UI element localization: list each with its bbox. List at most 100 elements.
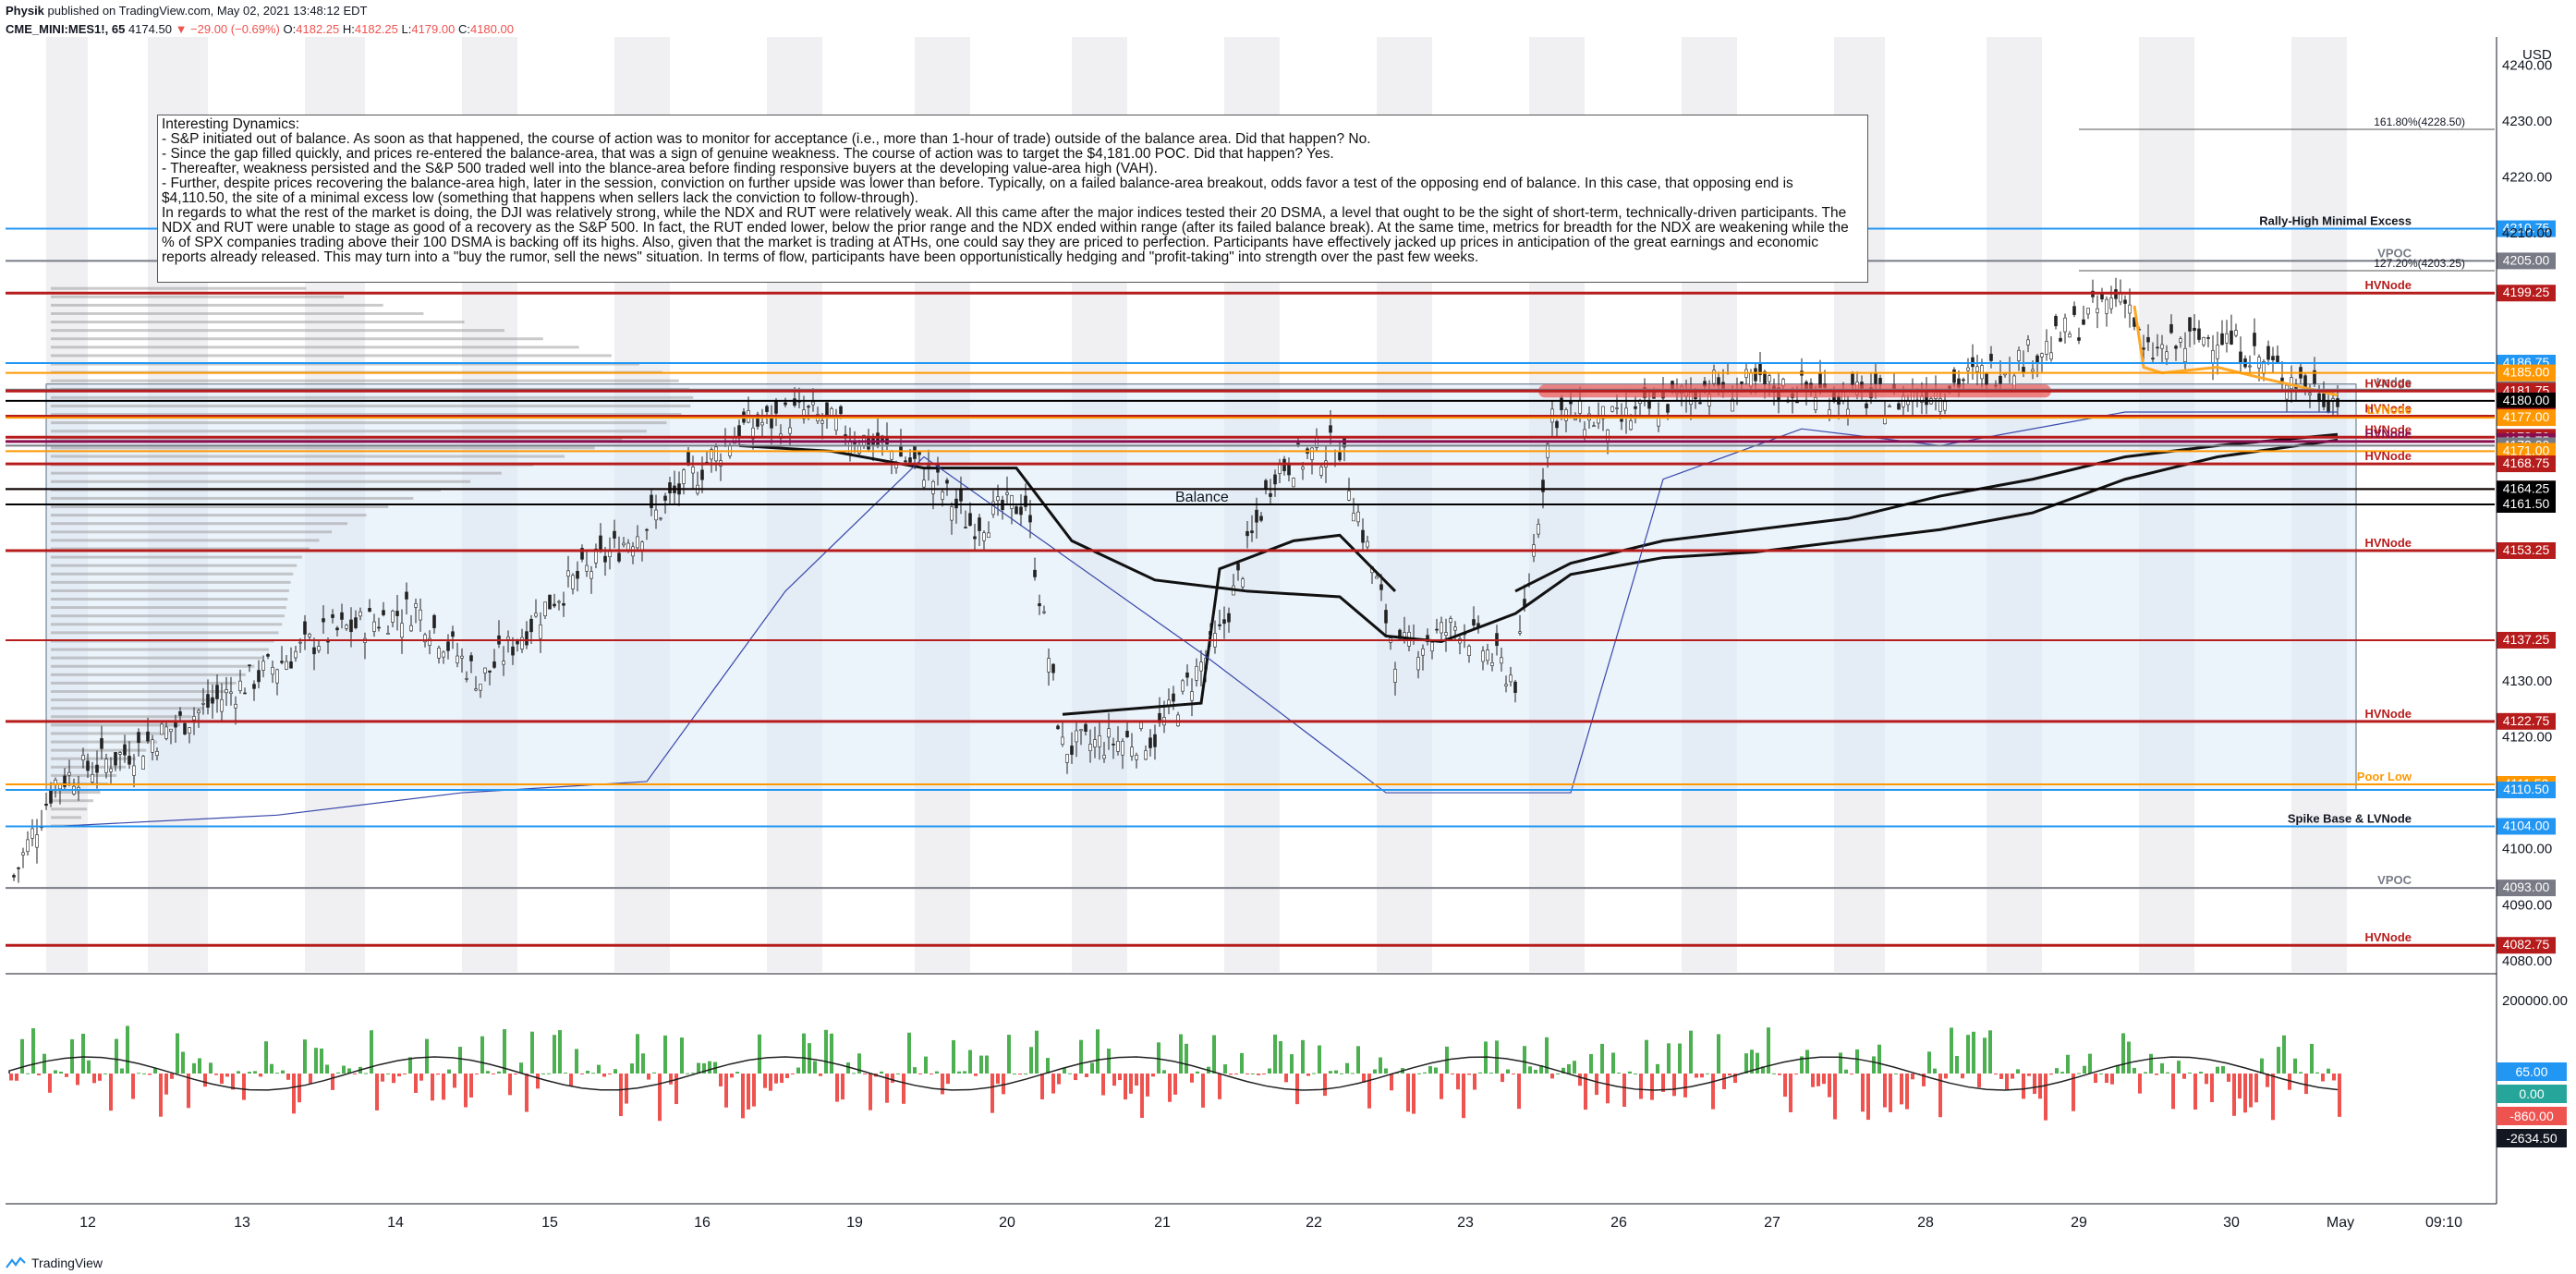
delta-bar — [1118, 1074, 1122, 1081]
candle-body — [1897, 403, 1901, 410]
delta-bar — [1007, 1035, 1011, 1074]
delta-bar — [397, 1074, 401, 1077]
volume-profile-bar — [51, 572, 294, 576]
tradingview-logo-icon[interactable] — [6, 1256, 26, 1269]
candle-body — [1490, 662, 1494, 666]
delta-bar — [1822, 1074, 1826, 1085]
candle-body — [2086, 308, 2090, 315]
delta-bar — [2254, 1074, 2258, 1103]
delta-bar — [1639, 1074, 1643, 1099]
delta-bar — [963, 1071, 966, 1074]
candle-body — [322, 618, 325, 623]
delta-bar — [1057, 1074, 1061, 1085]
candle-body — [146, 731, 150, 742]
delta-bar — [974, 1074, 978, 1076]
vwap-line — [738, 438, 2339, 643]
delta-bar — [758, 1034, 761, 1074]
delta-bar — [336, 1072, 340, 1074]
price-badge-label: 4137.25 — [2503, 632, 2550, 647]
delta-bar — [1595, 1074, 1598, 1096]
candle-body — [2336, 398, 2339, 407]
price-badge-label: 4210.75 — [2503, 221, 2550, 236]
delta-bar — [1778, 1074, 1781, 1075]
candle-body — [2031, 369, 2035, 372]
symbol-label[interactable]: CME_MINI:MES1!, 65 — [6, 22, 126, 36]
candle-body — [238, 680, 242, 691]
author-name[interactable]: Physik — [6, 4, 44, 18]
delta-bar — [1196, 1071, 1199, 1074]
candle-body — [1999, 375, 2002, 384]
delta-bar — [381, 1074, 384, 1082]
delta-bar — [1700, 1074, 1704, 1078]
candle-body — [1731, 398, 1734, 412]
y-tick-label: 4240.00 — [2502, 57, 2552, 73]
delta-bar — [1379, 1057, 1382, 1074]
candle-body — [520, 637, 524, 649]
candle-body — [811, 401, 815, 406]
candle-body — [1592, 425, 1596, 428]
delta-bar — [1717, 1034, 1720, 1074]
low-label: L: — [401, 22, 412, 36]
candle-body — [2054, 316, 2058, 327]
price-badge-label: 4205.00 — [2503, 252, 2550, 267]
annotation-box[interactable]: Interesting Dynamics: - S&P initiated out… — [157, 115, 1868, 283]
delta-bar — [1168, 1074, 1172, 1102]
candle-body — [35, 834, 39, 848]
delta-bar — [1828, 1074, 1831, 1098]
brand-label[interactable]: TradingView — [31, 1256, 103, 1270]
y-tick-label: 4100.00 — [2502, 842, 2552, 857]
candle-body — [760, 422, 764, 426]
candle-body — [1287, 464, 1291, 476]
volume-profile-bar — [51, 421, 667, 425]
delta-bar — [153, 1068, 157, 1074]
delta-bar — [2171, 1074, 2175, 1110]
delta-bar — [1999, 1074, 2003, 1079]
delta-bar — [1384, 1068, 1388, 1074]
delta-bar — [1855, 1049, 1859, 1074]
candle-body — [1356, 511, 1360, 523]
candle-body — [1975, 366, 1979, 372]
candle-body — [109, 768, 113, 772]
delta-bar — [1085, 1074, 1088, 1078]
level-note: HVNode — [2364, 427, 2412, 441]
candle-body — [2082, 319, 2085, 325]
delta-bar — [1861, 1074, 1865, 1112]
delta-bar — [979, 1055, 983, 1074]
delta-bar — [1866, 1074, 1870, 1121]
candle-body — [1153, 734, 1157, 747]
delta-bar — [1683, 1074, 1687, 1098]
delta-bar — [1090, 1062, 1094, 1074]
candle-body — [2169, 323, 2173, 334]
delta-bar — [1767, 1027, 1770, 1074]
delta-bar — [785, 1074, 789, 1078]
candle-body — [91, 774, 94, 783]
candle-body — [1148, 737, 1152, 748]
level-note: HVNode — [2364, 422, 2412, 436]
delta-bar — [774, 1074, 778, 1084]
candle-body — [2193, 327, 2196, 332]
delta-bar — [730, 1074, 734, 1078]
y-tick-label: 4080.00 — [2502, 953, 2552, 969]
delta-bar — [2188, 1072, 2192, 1074]
fib-label: 161.80%(4228.50) — [2374, 115, 2465, 128]
volume-profile-bar — [51, 773, 117, 777]
delta-bar — [602, 1074, 606, 1077]
delta-bar — [81, 1033, 85, 1074]
candle-body — [714, 446, 718, 462]
candle-body — [954, 498, 958, 509]
price-badge-label: 4122.75 — [2503, 713, 2550, 728]
candle-body — [774, 401, 778, 414]
candle-body — [834, 417, 838, 431]
candle-body — [2290, 377, 2293, 389]
candle-body — [636, 536, 639, 549]
delta-bar — [2260, 1058, 2264, 1074]
delta-bar — [1966, 1035, 1970, 1074]
candle-body — [81, 754, 85, 760]
candle-body — [668, 482, 672, 494]
volume-profile-bar — [51, 748, 147, 752]
candle-body — [1449, 618, 1452, 623]
delta-bar — [15, 1074, 18, 1081]
candle-body — [114, 752, 117, 766]
delta-bar — [408, 1057, 412, 1074]
